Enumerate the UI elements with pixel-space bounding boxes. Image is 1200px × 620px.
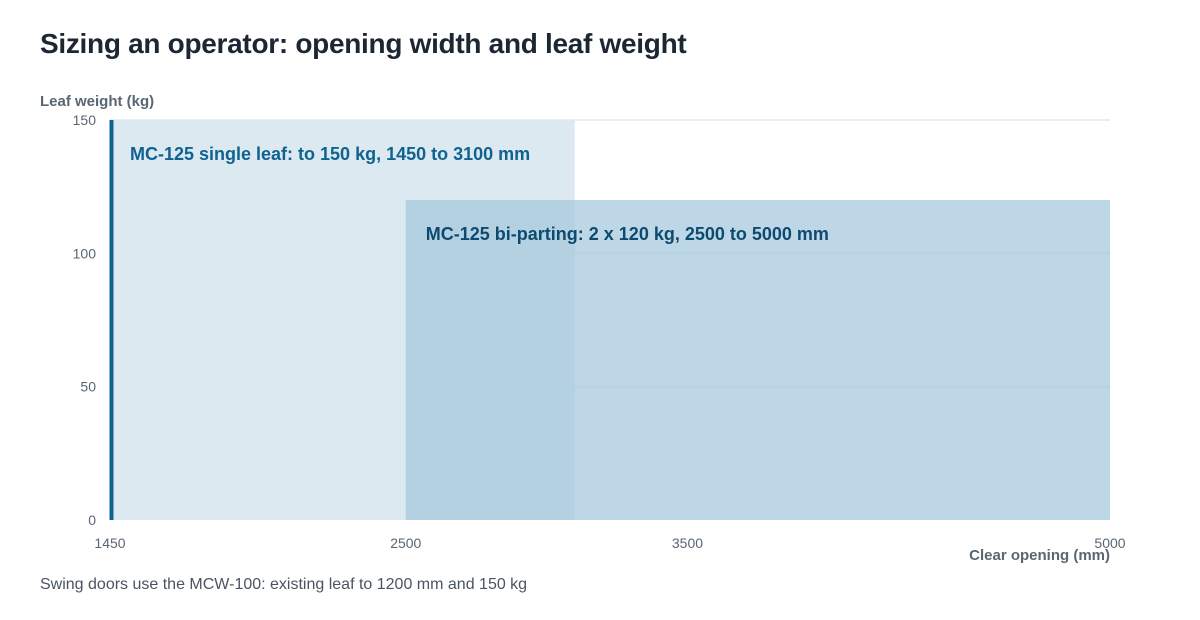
x-tick-label-1450: 1450 (94, 535, 125, 551)
y-tick-label-50: 50 (80, 379, 96, 395)
y-tick-label-150: 150 (73, 112, 97, 128)
x-tick-label-5000: 5000 (1094, 535, 1125, 551)
region-label-single-leaf: MC-125 single leaf: to 150 kg, 1450 to 3… (130, 144, 530, 164)
region-labels: MC-125 single leaf: to 150 kg, 1450 to 3… (130, 144, 829, 244)
region-bi-parting (405, 200, 1110, 520)
region-label-bi-parting: MC-125 bi-parting: 2 x 120 kg, 2500 to 5… (426, 224, 829, 244)
y-axis-title: Leaf weight (kg) (40, 93, 154, 110)
y-tick-label-0: 0 (88, 512, 96, 528)
x-tick-label-3500: 3500 (672, 535, 703, 551)
axes: 0 50 100 150 1450 2500 3500 5000 Leaf weight (kg… (40, 93, 1126, 564)
y-tick-label-100: 100 (73, 245, 97, 261)
x-axis-title: Clear opening (mm) (969, 547, 1110, 564)
chart-title: Sizing an operator: opening width and le… (40, 28, 687, 59)
capacity-regions (110, 120, 1110, 520)
x-tick-label-2500: 2500 (390, 535, 421, 551)
footnote: Swing doors use the MCW-100: existing le… (40, 576, 528, 593)
